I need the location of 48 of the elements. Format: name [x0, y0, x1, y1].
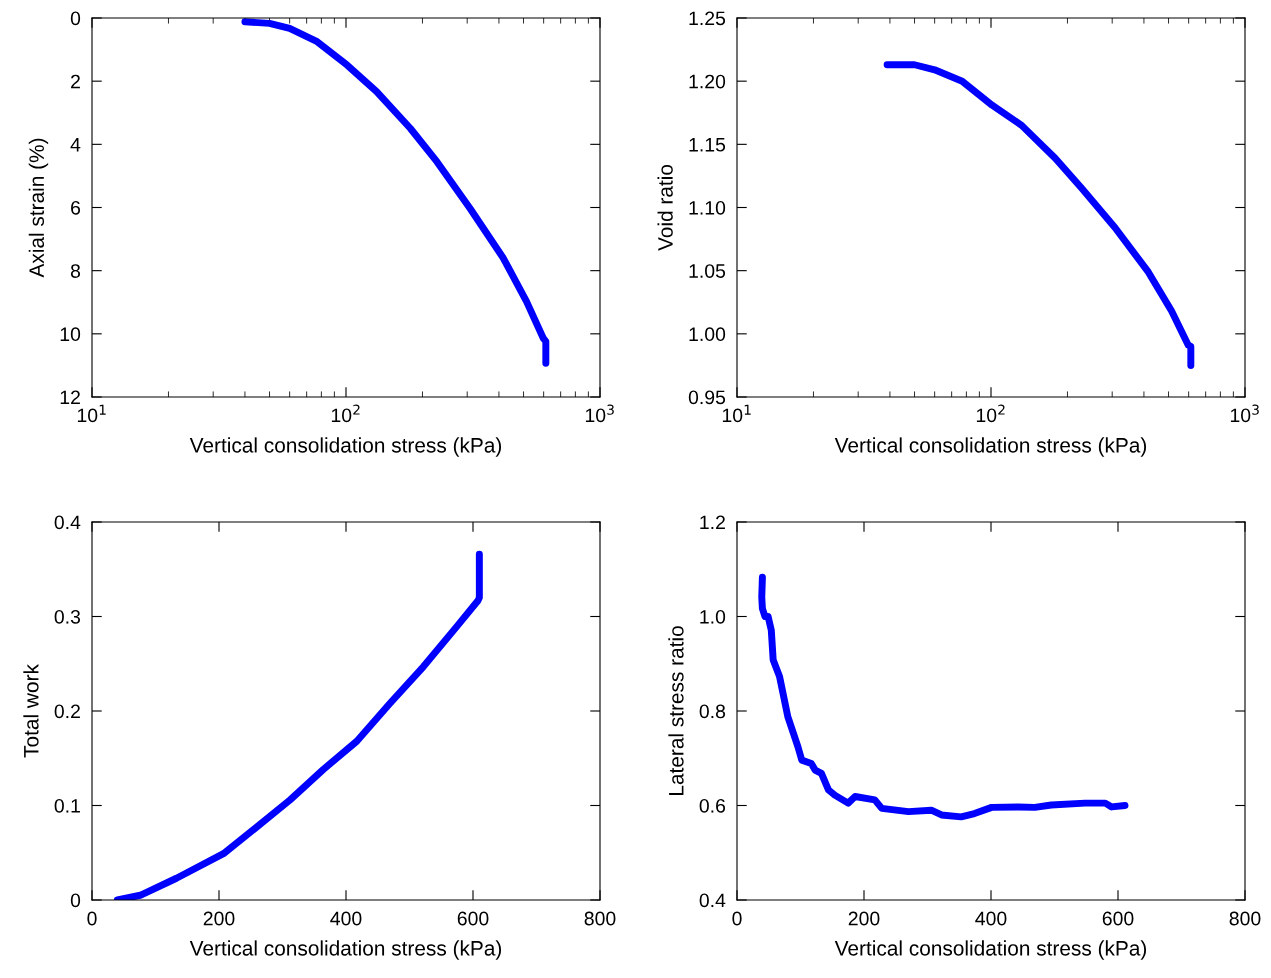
x-tick-label: 0 — [87, 911, 97, 926]
y-tick-label: 1.2 — [700, 515, 725, 530]
y-axis-title: Lateral stress ratio — [668, 626, 684, 795]
y-tick-label: 0.4 — [699, 893, 726, 908]
x-tick-label: 10$^{2}$ — [976, 404, 1005, 423]
x-tick-label: 600 — [457, 911, 489, 926]
y-tick-label: 4 — [70, 138, 81, 152]
y-tick-label: 0 — [70, 893, 81, 908]
y-tick-label: 1.15 — [689, 138, 726, 152]
y-tick-label: 10 — [60, 327, 81, 342]
x-tick-label: 800 — [1229, 911, 1261, 926]
y-tick-label: 8 — [70, 264, 81, 278]
x-tick-label: 10$^{1}$ — [722, 404, 751, 423]
y-tick-label: 0.4 — [54, 515, 81, 530]
y-tick-label: 2 — [71, 74, 80, 89]
y-axis-title: Void ratio — [657, 164, 673, 251]
y-tick-label: 1.05 — [689, 264, 726, 278]
y-tick-label: 0.2 — [54, 704, 80, 719]
y-tick-label: 0 — [70, 11, 81, 26]
y-tick-label: 0.8 — [699, 704, 726, 719]
x-tick-label: 10$^{2}$ — [331, 404, 360, 423]
y-axis-title: Axial strain (%) — [28, 138, 49, 278]
y-axis-title: Total work — [23, 664, 39, 758]
x-tick-label: 10$^{3}$ — [585, 404, 614, 423]
x-tick-label: 400 — [330, 911, 362, 926]
y-tick-label: 12 — [60, 390, 80, 405]
y-tick-label: 0.3 — [54, 609, 81, 624]
x-axis-title: Vertical consolidation stress (kPa) — [834, 437, 1147, 457]
y-tick-label: 1.10 — [689, 200, 726, 215]
y-tick-label: 0.6 — [699, 798, 726, 813]
x-axis-title: Vertical consolidation stress (kPa) — [189, 940, 502, 960]
x-tick-label: 10$^{1}$ — [77, 404, 106, 423]
x-tick-label: 800 — [584, 911, 616, 926]
x-tick-label: 400 — [975, 911, 1007, 926]
x-axis-title: Vertical consolidation stress (kPa) — [834, 940, 1147, 960]
x-tick-label: 0 — [732, 911, 742, 926]
y-tick-label: 6 — [71, 200, 81, 215]
x-axis-title: Vertical consolidation stress (kPa) — [189, 437, 502, 457]
y-tick-label: 0.95 — [688, 390, 726, 405]
y-tick-label: 1.25 — [689, 11, 726, 26]
x-tick-label: 200 — [203, 911, 235, 926]
y-tick-label: 1.20 — [689, 74, 726, 89]
y-tick-label: 1.00 — [689, 327, 726, 342]
x-tick-label: 10$^{3}$ — [1230, 404, 1259, 423]
x-tick-label: 600 — [1102, 911, 1134, 926]
y-tick-label: 1.0 — [700, 609, 726, 624]
y-tick-label: 0.1 — [54, 798, 80, 813]
x-tick-label: 200 — [848, 911, 880, 926]
